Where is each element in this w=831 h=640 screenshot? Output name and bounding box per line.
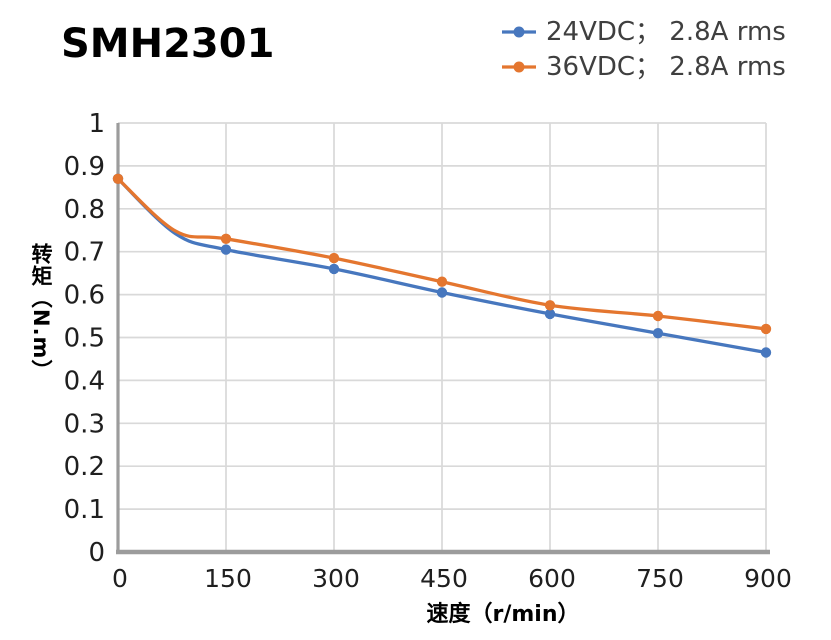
series-36vdc — [112, 173, 772, 335]
svg-text:0: 0 — [88, 538, 105, 568]
svg-text:0.7: 0.7 — [64, 238, 105, 268]
x-axis-title: 速度（r/min） — [426, 602, 580, 627]
svg-text:900: 900 — [744, 564, 792, 593]
svg-text:0.1: 0.1 — [64, 495, 105, 525]
svg-text:0.5: 0.5 — [64, 324, 105, 354]
svg-text:750: 750 — [636, 564, 684, 593]
x-tick-labels: 0 150 300 450 600 750 900 — [112, 564, 792, 593]
series-36vdc-line-marker-icon — [502, 61, 536, 73]
svg-text:600: 600 — [528, 564, 576, 593]
legend-item-36vdc: 36VDC； 2.8A rms — [501, 51, 786, 83]
svg-text:0.9: 0.9 — [64, 152, 105, 182]
svg-text:450: 450 — [420, 564, 468, 593]
svg-text:0: 0 — [112, 564, 128, 593]
legend-label-24vdc: 24VDC； 2.8A rms — [546, 17, 786, 47]
series-24vdc-line-marker-icon — [502, 26, 536, 38]
svg-text:0.6: 0.6 — [64, 281, 105, 311]
y-axis-title: 转矩（N.m） — [29, 243, 53, 382]
svg-text:0.2: 0.2 — [64, 452, 105, 482]
svg-text:0.4: 0.4 — [64, 366, 105, 396]
svg-text:1: 1 — [88, 109, 105, 139]
legend: 24VDC； 2.8A rms 36VDC； 2.8A rms — [501, 16, 786, 83]
legend-item-24vdc: 24VDC； 2.8A rms — [501, 16, 786, 48]
y-tick-labels: 0 0.1 0.2 0.3 0.4 0.5 0.6 0.7 0.8 0.9 1 — [64, 109, 105, 568]
svg-text:300: 300 — [312, 564, 360, 593]
gridlines — [118, 122, 767, 552]
svg-text:150: 150 — [204, 564, 252, 593]
chart-title: SMH2301 — [61, 21, 275, 67]
axis-lines — [116, 123, 770, 555]
legend-label-36vdc: 36VDC； 2.8A rms — [546, 52, 786, 82]
svg-text:0.8: 0.8 — [64, 195, 105, 225]
svg-text:0.3: 0.3 — [64, 409, 105, 439]
